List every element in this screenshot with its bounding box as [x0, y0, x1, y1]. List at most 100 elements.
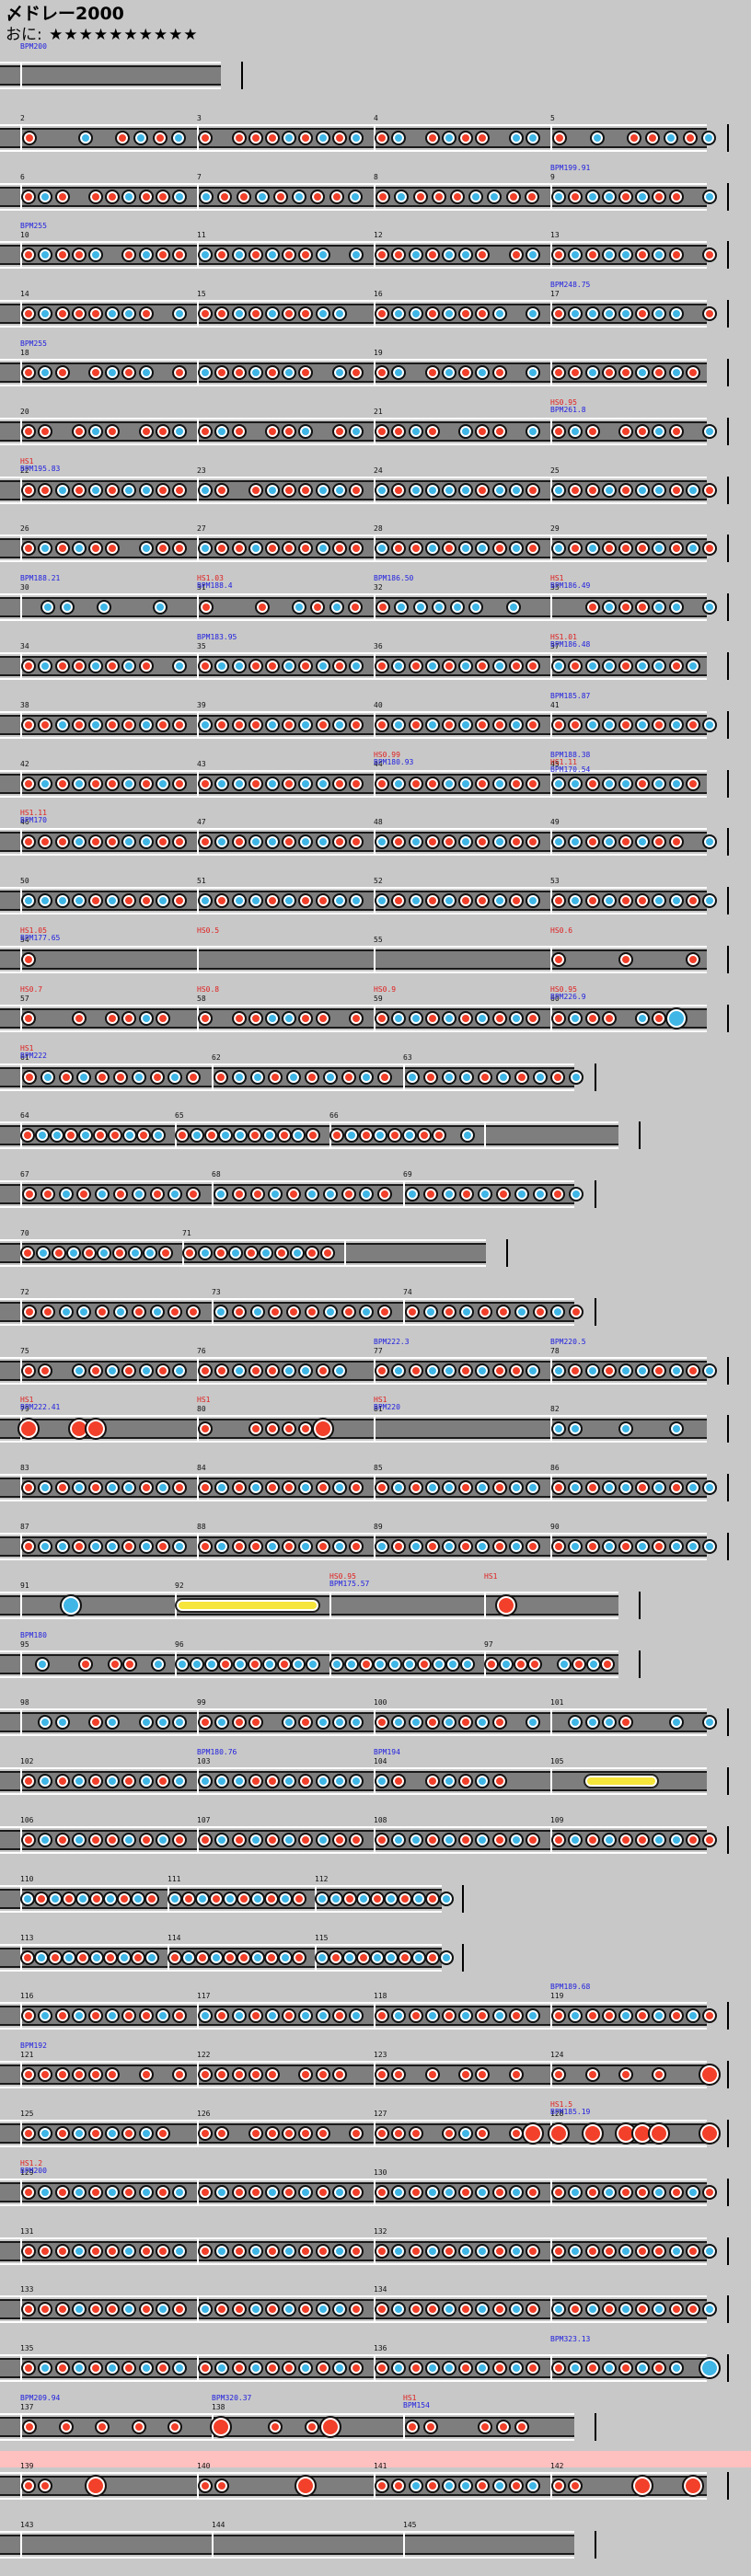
ka-note [491, 2008, 507, 2023]
measure-barline [197, 1709, 199, 1735]
don-note [21, 1539, 37, 1554]
don-note [248, 483, 263, 498]
big-don-note [631, 2475, 654, 2497]
ka-note [635, 2361, 651, 2375]
measure-number: 25 [550, 466, 560, 475]
don-note [475, 306, 491, 321]
measure-barline [197, 947, 199, 972]
lane-top-line [0, 241, 707, 243]
row-end-line [727, 183, 729, 211]
bpm-change-label: BPM200 [20, 2167, 47, 2175]
don-note [668, 247, 684, 262]
don-note [298, 365, 314, 380]
ka-note [174, 1657, 190, 1672]
measure-barline [550, 1416, 552, 1442]
ka-note [71, 776, 87, 791]
measure-barline [403, 2414, 405, 2440]
measure-barline [20, 1181, 22, 1207]
measure-number: 79 [20, 1405, 29, 1413]
ka-note [214, 659, 230, 673]
ka-note [441, 1070, 456, 1085]
ka-note [38, 893, 53, 908]
measure-barline [197, 594, 199, 620]
don-note [331, 1833, 347, 1847]
don-note [375, 1833, 390, 1847]
don-note [424, 1715, 440, 1730]
don-note [375, 2008, 390, 2023]
ka-note [155, 893, 170, 908]
difficulty-line: おに: ★★★★★★★★★★ [6, 26, 199, 44]
don-note [268, 1305, 283, 1319]
ka-note [197, 1246, 213, 1260]
ka-note [71, 1480, 87, 1495]
measure-barline [197, 1534, 199, 1559]
don-note [194, 1950, 210, 1965]
measure-barline [20, 242, 22, 268]
ka-note [505, 600, 521, 615]
don-note [475, 2126, 491, 2141]
lane-top-line [0, 62, 221, 63]
don-note [105, 2302, 121, 2317]
don-note [218, 1657, 234, 1672]
ka-note [198, 2008, 214, 2023]
bpm-change-label: BPM154 [403, 2401, 430, 2409]
hispeed-label: HS1.11 [20, 809, 47, 817]
bpm-change-label: BPM180.93 [374, 758, 414, 766]
ka-note [315, 247, 330, 262]
don-note [264, 2361, 280, 2375]
ka-note [601, 659, 617, 673]
lane-top-line [0, 1357, 707, 1359]
ka-note [213, 1305, 228, 1319]
ka-note [391, 2361, 407, 2375]
don-note [155, 718, 170, 732]
don-note [198, 2478, 214, 2493]
measure-barline [20, 1358, 22, 1384]
measure-number: 118 [374, 1992, 387, 2000]
measure-number: 12 [374, 231, 383, 239]
don-note [87, 2126, 103, 2141]
measure-barline [550, 888, 552, 914]
ka-note [282, 893, 297, 908]
measure-number: 129 [20, 2168, 34, 2177]
chart-row: 46 47 48 49 HS1.11 BPM170 [0, 809, 729, 860]
measure-number: 109 [550, 1816, 564, 1824]
measure-barline [20, 2414, 22, 2440]
don-note [21, 247, 37, 262]
don-note [375, 2478, 390, 2493]
ka-note [601, 2361, 617, 2375]
ka-note [441, 2302, 456, 2317]
ka-note [35, 1246, 51, 1260]
don-note [618, 365, 633, 380]
don-note [236, 1950, 251, 1965]
don-note [305, 1246, 320, 1260]
don-note [38, 2302, 53, 2317]
note-lane [0, 65, 221, 86]
don-note [458, 2067, 474, 2082]
measure-barline [550, 2296, 552, 2322]
ka-note [194, 1892, 210, 1906]
ka-note [652, 893, 667, 908]
don-note [298, 2244, 314, 2259]
ka-note [525, 247, 540, 262]
don-note [21, 776, 37, 791]
don-note [282, 776, 297, 791]
measure-barline [197, 2296, 199, 2322]
don-note [38, 424, 53, 439]
measure-barline [197, 360, 199, 385]
don-note [328, 1950, 343, 1965]
chart-row: 131 132 [0, 2227, 729, 2270]
ka-note [568, 2361, 583, 2375]
don-note [584, 2185, 600, 2200]
ka-note [213, 1187, 228, 1202]
don-note [38, 718, 53, 732]
measure-number: 49 [550, 818, 560, 826]
don-note [198, 659, 214, 673]
hispeed-label: HS1.03 [197, 574, 224, 582]
measure-barline [550, 771, 552, 797]
don-note [348, 365, 364, 380]
ka-note [58, 1187, 74, 1202]
ka-note [460, 1128, 476, 1143]
ka-note [71, 2185, 87, 2200]
don-note [138, 659, 154, 673]
ka-note [282, 1833, 297, 1847]
